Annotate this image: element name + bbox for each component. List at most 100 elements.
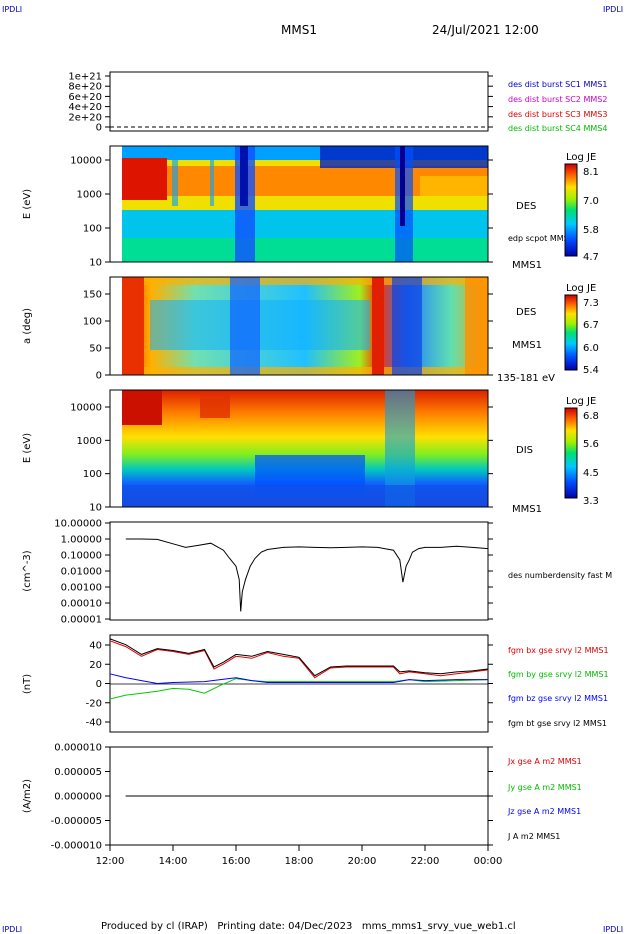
ytick-label: 0.000005 xyxy=(54,767,102,778)
panel-bfield-yaxis: 40 20 0 -20 -40 xyxy=(86,641,493,729)
series-density xyxy=(125,538,489,612)
panel-burst-frame xyxy=(109,71,489,132)
colorbar-dis-energy-tick: 5.6 xyxy=(583,439,599,450)
colorbar-des-energy: Log JE 8.1 7.0 5.8 4.7 xyxy=(564,152,599,263)
colorbar-dis-energy-title: Log JE xyxy=(566,396,596,407)
legend-j: J A m2 MMS1 xyxy=(507,832,560,841)
ytick-label: 50 xyxy=(89,344,102,355)
legend-sc4: des dist burst SC4 MMS4 xyxy=(508,124,607,133)
colorbar-dis-energy-tick: 4.5 xyxy=(583,468,599,479)
spectrogram-dis-energy xyxy=(122,390,488,507)
ytick-label: 0.01000 xyxy=(61,567,102,578)
legend-sc1: des dist burst SC1 MMS1 xyxy=(508,80,607,89)
ytick-label: -0.000010 xyxy=(51,841,102,852)
label-mms1-des-energy: MMS1 xyxy=(512,260,542,271)
panel-des-pitch-frame xyxy=(109,276,489,376)
ytick-label: 0.000000 xyxy=(54,792,102,803)
panel-density-frame xyxy=(109,521,489,621)
ytick-label: 10 xyxy=(89,258,102,269)
ytick-label: 10000 xyxy=(70,403,102,414)
xtick-label: 18:00 xyxy=(285,856,314,867)
colorbar-des-pitch: Log JE 7.3 6.7 6.0 5.4 xyxy=(564,283,599,376)
legend-bt: fgm bt gse srvy l2 MMS1 xyxy=(508,719,607,728)
ytick-label: 10 xyxy=(89,503,102,514)
ytick-label: 10000 xyxy=(70,156,102,167)
colorbar-des-energy-tick: 8.1 xyxy=(583,167,599,178)
label-des-pitch: DES xyxy=(516,307,536,318)
ytick-label: 0.00001 xyxy=(61,615,102,626)
panel-density-lines xyxy=(125,538,489,612)
colorbar-des-pitch-tick: 6.7 xyxy=(583,320,599,331)
panel-bfield: 40 20 0 -20 -40 (nT) fgm bx gse srvy l2 MMS1… xyxy=(22,634,609,733)
legend-sc3: des dist burst SC3 MMS3 xyxy=(508,110,607,119)
spectrogram-des-pitch xyxy=(122,277,488,375)
panel-current: 0.000010 0.000005 0.000000 -0.000005 -0.0000… xyxy=(22,743,582,852)
panel-des-energy-frame xyxy=(109,145,489,263)
label-des: DES xyxy=(516,201,536,212)
series-bz xyxy=(109,673,488,685)
panel-des-energy-ylabel: E (eV) xyxy=(22,189,33,219)
xtick-label: 00:00 xyxy=(474,856,503,867)
colorbar-dis-energy-tick: 6.8 xyxy=(583,411,599,422)
ytick-label: 0 xyxy=(96,371,102,382)
xtick-label: 20:00 xyxy=(348,856,377,867)
panel-bfield-ylabel: (nT) xyxy=(22,674,33,694)
panel-des-energy: 10000 1000 100 10 E (eV) DES edp scpot MMS1… xyxy=(22,145,599,271)
ytick-label: 6e+20 xyxy=(68,92,102,103)
panel-current-ylabel: (A/m2) xyxy=(22,779,33,813)
colorbar-dis-energy: Log JE 6.8 5.6 4.5 3.3 xyxy=(564,396,599,507)
xtick-label: 14:00 xyxy=(159,856,188,867)
label-dis: DIS xyxy=(516,445,533,456)
series-by xyxy=(109,678,489,700)
ytick-label: 0 xyxy=(96,123,102,134)
legend-bz: fgm bz gse srvy l2 MMS1 xyxy=(508,694,608,703)
ytick-label: -40 xyxy=(86,718,102,729)
xtick-label: 12:00 xyxy=(96,856,125,867)
corner-mark-bottom-left: IPDLI xyxy=(2,925,22,934)
panel-dis-energy-ylabel: E (eV) xyxy=(22,433,33,463)
xtick-label: 22:00 xyxy=(411,856,440,867)
legend-bx: fgm bx gse srvy l2 MMS1 xyxy=(508,646,609,655)
colorbar-des-energy-tick: 4.7 xyxy=(583,252,599,263)
ytick-label: 2e+20 xyxy=(68,112,102,123)
ytick-label: 40 xyxy=(89,641,102,652)
panel-dis-energy-yaxis: 10000 1000 100 10 xyxy=(70,403,493,514)
ytick-label: -0.000005 xyxy=(51,816,102,827)
legend-jx: Jx gse A m2 MMS1 xyxy=(507,757,582,766)
label-edp-scpot: edp scpot MMS1 xyxy=(508,234,574,243)
panel-bfield-lines xyxy=(109,638,489,700)
panel-des-pitch: 150 100 50 0 a (deg) DES MMS1 135-181 eV Lo… xyxy=(22,276,599,384)
footer-credits: Produced by cl (IRAP) Printing date: 04/… xyxy=(101,921,516,932)
ytick-label: 100 xyxy=(83,317,102,328)
label-energy-range: 135-181 eV xyxy=(497,373,555,384)
colorbar-des-energy-tick: 5.8 xyxy=(583,225,599,236)
label-mms1-dis: MMS1 xyxy=(512,504,542,515)
colorbar-des-energy-tick: 7.0 xyxy=(583,196,599,207)
ytick-label: 4e+20 xyxy=(68,102,102,113)
ytick-label: 1000 xyxy=(77,436,102,447)
ytick-label: 0 xyxy=(96,679,102,690)
corner-mark-top-right: IPDLI xyxy=(603,5,623,14)
ytick-label: 100 xyxy=(83,224,102,235)
ytick-label: 0.000010 xyxy=(54,743,102,754)
ytick-label: 1000 xyxy=(77,190,102,201)
legend-jz: Jz gse A m2 MMS1 xyxy=(507,807,581,816)
legend-sc2: des dist burst SC2 MMS2 xyxy=(508,95,607,104)
panel-dis-energy-frame xyxy=(109,389,489,508)
ytick-label: -20 xyxy=(86,698,102,709)
spectrogram-des-energy xyxy=(122,146,488,262)
ytick-label: 100 xyxy=(83,469,102,480)
ytick-label: 8e+20 xyxy=(68,82,102,93)
label-mms1-pitch: MMS1 xyxy=(512,340,542,351)
panel-dis-energy: 10000 1000 100 10 E (eV) DIS MMS1 Log JE 6.… xyxy=(22,389,599,515)
ytick-label: 20 xyxy=(89,660,102,671)
ytick-label: 1e+21 xyxy=(68,72,102,83)
colorbar-des-energy-title: Log JE xyxy=(566,152,596,163)
ytick-label: 0.00010 xyxy=(61,599,102,610)
panel-density-yaxis: 10.00000 1.00000 0.10000 0.01000 0.00100 0.00… xyxy=(54,519,493,626)
legend-density: des numberdensity fast M xyxy=(508,571,612,580)
time-axis: 12:00 14:00 16:00 18:00 20:00 22:00 00:00 xyxy=(96,845,503,867)
